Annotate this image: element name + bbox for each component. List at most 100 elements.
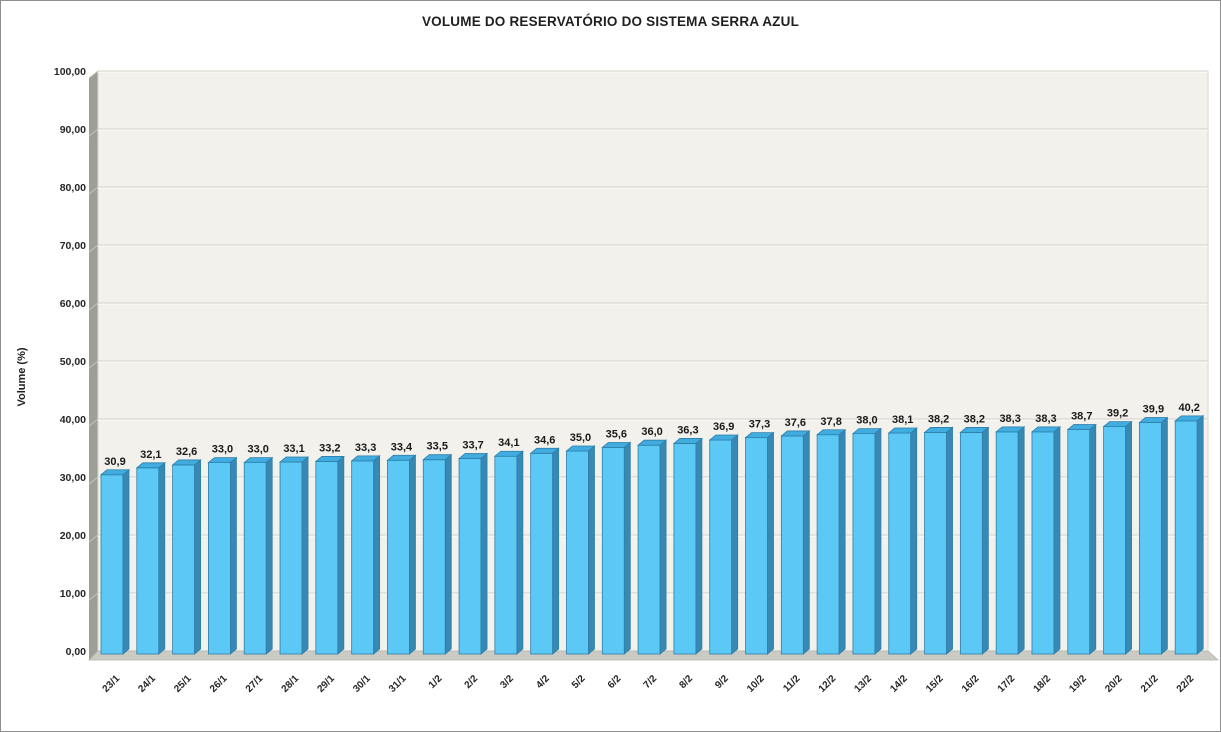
bar-value-label: 35,0 bbox=[570, 432, 591, 444]
bar bbox=[924, 432, 947, 655]
x-tick-label: 10/2 bbox=[745, 673, 767, 695]
bar-side-face bbox=[838, 428, 846, 655]
bar-side-face bbox=[230, 456, 237, 655]
bar-value-label: 37,8 bbox=[820, 416, 841, 428]
side-wall-gridline bbox=[88, 534, 99, 543]
x-tick-label: 1/2 bbox=[427, 673, 445, 691]
side-wall-gridline bbox=[88, 186, 99, 195]
y-tick-label: 100,00 bbox=[54, 66, 86, 78]
bar-side-face bbox=[409, 454, 416, 655]
x-tick-label: 25/1 bbox=[172, 673, 194, 695]
x-tick-label: 8/2 bbox=[677, 673, 695, 691]
bar-side-face bbox=[480, 452, 488, 655]
bar bbox=[959, 432, 983, 655]
bar-value-label: 38,7 bbox=[1071, 411, 1092, 423]
bar bbox=[315, 461, 339, 655]
bar-side-face bbox=[122, 468, 130, 655]
x-tick-label: 11/2 bbox=[781, 673, 802, 694]
x-tick-label: 12/2 bbox=[817, 673, 839, 695]
y-tick-label: 90,00 bbox=[60, 124, 86, 136]
x-tick-label: 17/2 bbox=[996, 673, 1018, 695]
bar-value-label: 32,6 bbox=[176, 446, 197, 458]
bar-value-label: 33,4 bbox=[391, 441, 413, 453]
bar-side-face bbox=[623, 441, 631, 655]
side-wall-gridline bbox=[88, 70, 99, 79]
bar bbox=[458, 458, 482, 655]
bar-side-face bbox=[301, 456, 309, 655]
bar bbox=[601, 447, 625, 655]
bar-side-face bbox=[981, 426, 989, 655]
bar-value-label: 32,1 bbox=[140, 449, 161, 461]
bar-value-label: 33,1 bbox=[283, 443, 304, 455]
y-tick-label: 60,00 bbox=[60, 298, 86, 310]
bar-side-face bbox=[767, 431, 774, 655]
bar-side-face bbox=[946, 426, 953, 655]
bar-value-label: 40,2 bbox=[1178, 402, 1199, 414]
x-tick-label: 21/2 bbox=[1139, 673, 1161, 695]
bar bbox=[816, 434, 840, 655]
bar-side-face bbox=[265, 456, 273, 655]
bar-side-face bbox=[910, 427, 918, 655]
x-tick-label: 13/2 bbox=[853, 673, 875, 695]
bar bbox=[100, 474, 124, 655]
side-wall-gridline bbox=[88, 476, 99, 485]
x-tick-label: 19/2 bbox=[1067, 673, 1089, 695]
x-tick-label: 5/2 bbox=[570, 673, 588, 691]
bar-value-label: 36,0 bbox=[641, 426, 662, 438]
side-wall-gridline bbox=[88, 360, 99, 369]
chart-title: VOLUME DO RESERVATÓRIO DO SISTEMA SERRA … bbox=[421, 14, 800, 29]
bar bbox=[1103, 426, 1126, 655]
x-tick-label: 4/2 bbox=[534, 673, 552, 691]
bar-side-face bbox=[659, 439, 667, 655]
side-wall-gridline bbox=[88, 128, 99, 137]
bar bbox=[852, 433, 876, 655]
bar-value-label: 34,1 bbox=[498, 437, 519, 449]
x-tick-label: 6/2 bbox=[606, 673, 624, 691]
bar bbox=[172, 464, 196, 655]
x-tick-label: 7/2 bbox=[642, 673, 660, 691]
bar bbox=[566, 450, 589, 655]
bar bbox=[494, 455, 518, 655]
bar-value-label: 37,3 bbox=[749, 419, 770, 431]
y-tick-label: 20,00 bbox=[60, 530, 86, 542]
bar-side-face bbox=[444, 453, 452, 655]
y-tick-label: 50,00 bbox=[60, 356, 86, 368]
bar-value-label: 33,0 bbox=[212, 444, 233, 456]
x-tick-label: 16/2 bbox=[960, 673, 982, 695]
bar-side-face bbox=[1089, 423, 1097, 655]
side-wall-gridline bbox=[88, 244, 99, 253]
bar-value-label: 37,6 bbox=[785, 417, 806, 429]
bar-side-face bbox=[552, 447, 560, 655]
bar-value-label: 38,2 bbox=[964, 413, 985, 425]
side-wall-gridline bbox=[88, 302, 99, 311]
bar-value-label: 38,2 bbox=[928, 413, 949, 425]
bar bbox=[995, 431, 1019, 655]
x-tick-label: 24/1 bbox=[136, 673, 158, 695]
bar bbox=[673, 443, 697, 655]
bar-side-face bbox=[1053, 426, 1061, 655]
x-tick-label: 29/1 bbox=[315, 673, 337, 695]
bar-value-label: 33,5 bbox=[427, 441, 448, 453]
x-tick-label: 22/2 bbox=[1175, 673, 1197, 695]
bar bbox=[1174, 420, 1198, 655]
side-wall-gridline bbox=[88, 592, 99, 601]
bar-value-label: 38,1 bbox=[892, 414, 913, 426]
bar-side-face bbox=[731, 434, 739, 655]
bar-side-face bbox=[588, 445, 595, 655]
x-tick-label: 26/1 bbox=[208, 673, 230, 695]
bar-value-label: 34,6 bbox=[534, 434, 555, 446]
x-tick-label: 9/2 bbox=[713, 673, 731, 691]
bar-value-label: 33,3 bbox=[355, 442, 376, 454]
bar bbox=[208, 462, 231, 655]
x-tick-label: 3/2 bbox=[498, 673, 516, 691]
bar-side-face bbox=[802, 430, 810, 655]
bar bbox=[1138, 422, 1162, 655]
bar-value-label: 36,9 bbox=[713, 421, 734, 433]
bar bbox=[530, 452, 554, 655]
bar-side-face bbox=[337, 455, 345, 655]
bar-value-label: 38,3 bbox=[999, 413, 1020, 425]
bar-side-face bbox=[373, 455, 381, 655]
bar-value-label: 38,0 bbox=[856, 415, 877, 427]
y-tick-label: 10,00 bbox=[60, 588, 86, 600]
